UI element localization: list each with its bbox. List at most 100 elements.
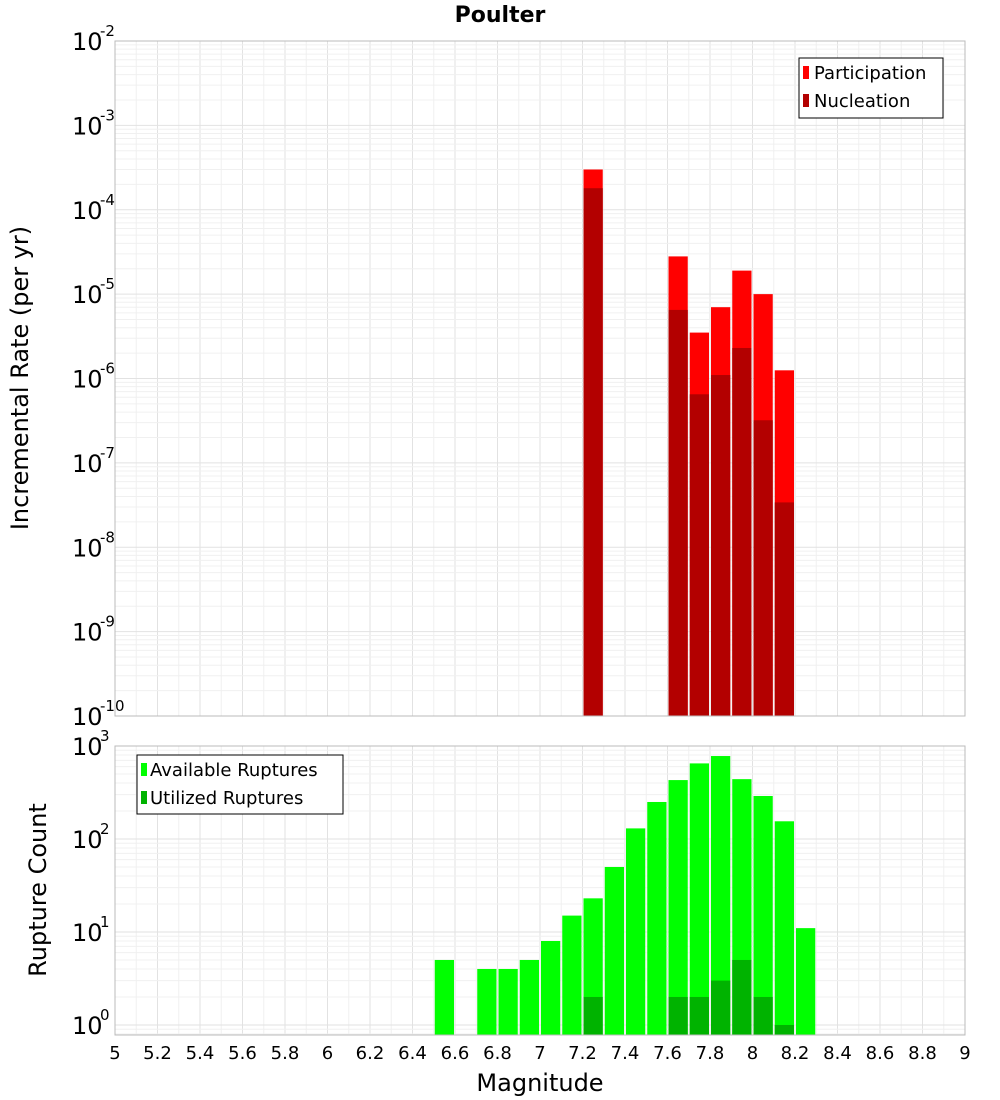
bars-top — [583, 169, 794, 717]
count-bar-available-ruptures — [753, 795, 773, 1035]
x-tick-label: 8.8 — [908, 1043, 937, 1064]
count-bar-available-ruptures — [711, 756, 731, 1035]
rate-y-tick-exponent: -9 — [100, 613, 115, 631]
legend-label-available: Available Ruptures — [150, 760, 318, 781]
legend-swatch-participation — [803, 66, 809, 79]
count-bar-available-ruptures — [434, 959, 454, 1035]
count-y-tick-exponent: 0 — [100, 1006, 110, 1024]
x-tick-label: 7.4 — [611, 1043, 640, 1064]
rate-y-tick-label: 10 — [72, 112, 103, 140]
legend-swatch-available — [141, 763, 147, 776]
rate-y-tick-label: 10 — [72, 450, 103, 478]
x-tick-label: 7.6 — [653, 1043, 682, 1064]
x-tick-label: 6.6 — [441, 1043, 470, 1064]
count-y-tick-label: 10 — [72, 826, 103, 854]
legend-label-nucleation: Nucleation — [814, 91, 910, 112]
x-axis-label: Magnitude — [476, 1069, 603, 1097]
rate-bar-nucleation — [668, 309, 688, 716]
x-tick-label: 7.8 — [696, 1043, 725, 1064]
x-tick-label: 9 — [959, 1043, 970, 1064]
rate-y-tick-label: 10 — [72, 28, 103, 56]
bars-bottom — [434, 756, 816, 1035]
legend-swatch-nucleation — [803, 94, 809, 107]
count-y-tick-label: 10 — [72, 919, 103, 947]
count-bar-available-ruptures — [477, 968, 497, 1035]
count-y-tick-exponent: 1 — [100, 913, 110, 931]
count-y-tick-label: 10 — [72, 733, 103, 761]
x-tick-label: 5.6 — [228, 1043, 257, 1064]
rate-y-tick-label: 10 — [72, 197, 103, 225]
count-bar-available-ruptures — [626, 828, 646, 1035]
legend-label-utilized: Utilized Ruptures — [150, 788, 303, 809]
count-bar-utilized-ruptures — [711, 980, 731, 1035]
count-bar-available-ruptures — [562, 915, 582, 1035]
rate-y-tick-exponent: -4 — [100, 191, 115, 209]
plot-border-top — [114, 40, 966, 717]
x-tick-label: 5.2 — [143, 1043, 172, 1064]
x-tick-label: 7 — [534, 1043, 545, 1064]
rate-y-tick-exponent: -8 — [100, 528, 115, 546]
count-bar-available-ruptures — [541, 940, 561, 1035]
legend-swatch-utilized — [141, 791, 147, 804]
x-tick-label: 6.4 — [398, 1043, 427, 1064]
rate-y-tick-label: 10 — [72, 366, 103, 394]
x-tick-label: 6 — [322, 1043, 333, 1064]
rate-y-tick-label: 10 — [72, 703, 103, 731]
x-tick-label: 5.8 — [271, 1043, 300, 1064]
count-bar-utilized-ruptures — [732, 959, 752, 1035]
rate-y-tick-label: 10 — [72, 534, 103, 562]
x-tick-label: 6.8 — [483, 1043, 512, 1064]
count-bar-available-ruptures — [604, 866, 624, 1035]
rate-y-tick-exponent: -10 — [100, 697, 125, 715]
count-bar-available-ruptures — [668, 780, 688, 1035]
legend-label-participation: Participation — [814, 63, 926, 84]
count-bar-utilized-ruptures — [668, 996, 688, 1035]
x-tick-label: 8.2 — [781, 1043, 810, 1064]
x-tick-label: 8.4 — [823, 1043, 852, 1064]
rate-y-tick-exponent: -7 — [100, 444, 115, 462]
rate-bar-nucleation — [711, 375, 731, 716]
legend-top: Participation Nucleation — [798, 57, 944, 119]
count-bar-available-ruptures — [498, 968, 518, 1035]
x-tick-label: 6.2 — [356, 1043, 385, 1064]
rate-y-tick-exponent: -3 — [100, 106, 115, 124]
x-ticks: 5 5.2 5.4 5.6 5.8 6 6.2 6.4 6.6 6.8 7 7.2 7.4 7.6 7.8 8… — [109, 1043, 970, 1064]
rate-bar-nucleation — [689, 394, 709, 716]
rate-y-tick-exponent: -5 — [100, 275, 115, 293]
rate-y-tick-label: 10 — [72, 619, 103, 647]
y-axis-label-count: Rupture Count — [24, 803, 52, 977]
rate-bar-nucleation — [774, 502, 794, 716]
legend-bottom: Available Ruptures Utilized Ruptures — [136, 754, 344, 815]
count-y-tick-label: 10 — [72, 1012, 103, 1040]
chart-title: Poulter — [455, 3, 546, 28]
count-bar-utilized-ruptures — [689, 996, 709, 1035]
count-bar-utilized-ruptures — [774, 1024, 794, 1035]
grid-top — [114, 40, 966, 717]
rate-bar-nucleation — [732, 347, 752, 716]
count-bar-available-ruptures — [519, 959, 539, 1035]
x-tick-label: 8 — [747, 1043, 758, 1064]
count-bar-utilized-ruptures — [753, 996, 773, 1035]
count-bar-available-ruptures — [689, 763, 709, 1035]
rate-bar-nucleation — [583, 188, 603, 716]
plot-border-bottom — [114, 745, 966, 1036]
rate-bar-nucleation — [753, 420, 773, 716]
count-y-tick-exponent: 3 — [100, 727, 110, 745]
x-tick-label: 8.6 — [866, 1043, 895, 1064]
count-bar-available-ruptures — [647, 801, 667, 1035]
count-bar-available-ruptures — [774, 821, 794, 1035]
count-bar-available-ruptures — [796, 928, 816, 1035]
x-tick-label: 5.4 — [186, 1043, 215, 1064]
rate-y-tick-exponent: -2 — [100, 22, 115, 40]
rate-y-tick-exponent: -6 — [100, 360, 115, 378]
x-tick-label: 7.2 — [568, 1043, 597, 1064]
count-y-tick-exponent: 2 — [100, 820, 110, 838]
rate-y-tick-label: 10 — [72, 281, 103, 309]
y-axis-label-rate: Incremental Rate (per yr) — [6, 226, 34, 530]
count-bar-utilized-ruptures — [583, 996, 603, 1035]
